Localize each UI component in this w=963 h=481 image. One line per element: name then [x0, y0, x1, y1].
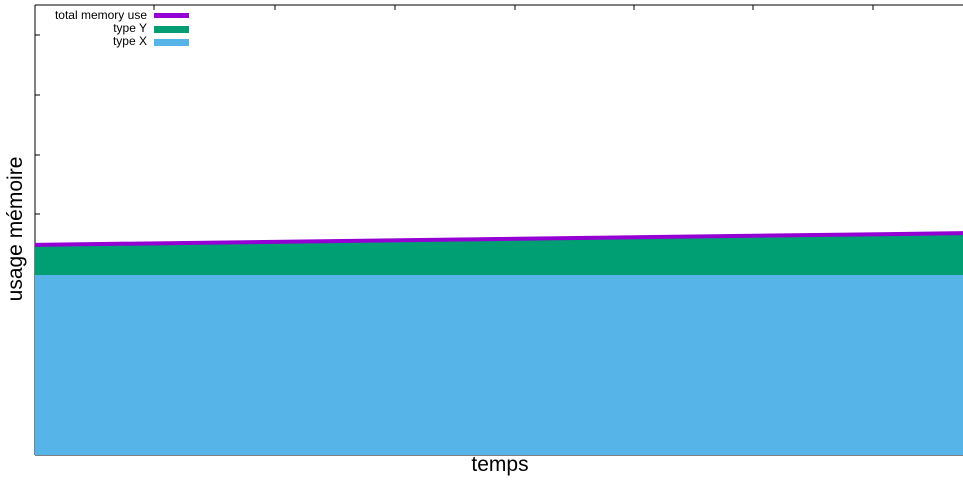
- series-layer: [34, 231, 963, 455]
- area-type-x: [35, 275, 963, 455]
- legend-label-total: total memory use: [55, 8, 147, 22]
- legend-label-type-y: type Y: [113, 21, 147, 35]
- y-axis-label: usage mémoire: [4, 157, 27, 302]
- legend-label-type-x: type X: [113, 34, 147, 48]
- legend-swatch-type-y: [154, 26, 189, 33]
- x-axis-label: temps: [471, 453, 528, 476]
- legend-swatch-type-x: [154, 39, 189, 46]
- tick-layer: [35, 5, 874, 215]
- legend-swatch-total: [154, 13, 189, 18]
- legend: total memory use type Y type X: [55, 8, 189, 48]
- line-total-memory-use: [34, 231, 963, 247]
